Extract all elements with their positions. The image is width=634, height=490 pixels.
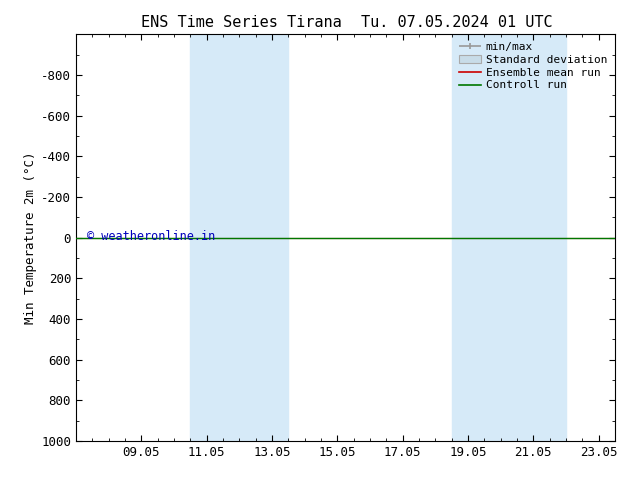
Bar [240,34,288,441]
Bar [451,34,484,441]
Text: © weatheronline.in: © weatheronline.in [87,230,215,244]
Bar [190,34,240,441]
Text: Tu. 07.05.2024 01 UTC: Tu. 07.05.2024 01 UTC [361,15,552,30]
Bar [484,34,566,441]
Text: ENS Time Series Tirana: ENS Time Series Tirana [141,15,341,30]
Legend: min/max, Standard deviation, Ensemble mean run, Controll run: min/max, Standard deviation, Ensemble me… [457,40,609,93]
Y-axis label: Min Temperature 2m (°C): Min Temperature 2m (°C) [24,151,37,324]
